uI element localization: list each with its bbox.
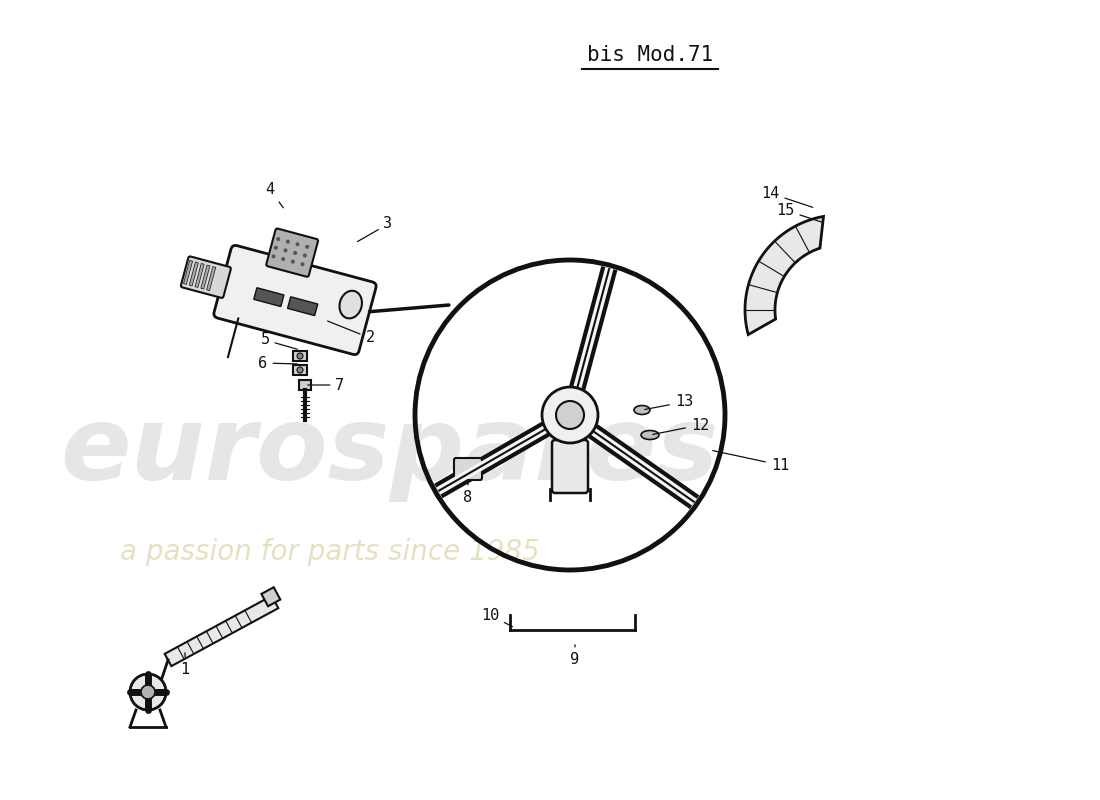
Text: a passion for parts since 1985: a passion for parts since 1985 xyxy=(120,538,540,566)
Circle shape xyxy=(286,240,290,244)
Ellipse shape xyxy=(634,406,650,414)
Circle shape xyxy=(272,254,275,258)
Ellipse shape xyxy=(641,430,659,439)
Circle shape xyxy=(294,251,297,255)
Text: eurospares: eurospares xyxy=(60,401,718,502)
Circle shape xyxy=(300,262,305,266)
Ellipse shape xyxy=(340,290,362,318)
FancyBboxPatch shape xyxy=(552,440,589,493)
Text: 2: 2 xyxy=(328,321,375,346)
Bar xyxy=(195,263,205,287)
Circle shape xyxy=(305,245,309,249)
Text: 13: 13 xyxy=(645,394,693,410)
FancyBboxPatch shape xyxy=(213,246,376,354)
Bar xyxy=(254,288,284,306)
Text: 3: 3 xyxy=(358,217,393,242)
FancyBboxPatch shape xyxy=(454,458,482,480)
Circle shape xyxy=(297,353,302,359)
Text: 6: 6 xyxy=(258,355,297,370)
Bar xyxy=(184,260,192,284)
Text: 15: 15 xyxy=(777,202,823,222)
Circle shape xyxy=(302,254,307,258)
Circle shape xyxy=(274,246,278,250)
Text: bis Mod.71: bis Mod.71 xyxy=(587,45,713,65)
Bar xyxy=(262,587,280,606)
Polygon shape xyxy=(165,596,278,666)
Circle shape xyxy=(276,237,280,241)
Bar xyxy=(293,351,307,361)
Bar xyxy=(287,297,318,316)
Text: 14: 14 xyxy=(761,186,813,207)
FancyBboxPatch shape xyxy=(266,229,318,277)
Text: 5: 5 xyxy=(261,333,297,350)
Circle shape xyxy=(282,257,285,261)
Text: 9: 9 xyxy=(571,645,580,667)
Text: 8: 8 xyxy=(463,481,473,506)
Circle shape xyxy=(290,260,295,264)
Text: 11: 11 xyxy=(713,450,789,473)
Bar xyxy=(201,265,210,289)
Text: 10: 10 xyxy=(481,607,513,626)
Bar xyxy=(293,365,307,375)
Text: 7: 7 xyxy=(308,378,344,393)
Text: 12: 12 xyxy=(652,418,710,434)
Text: 1: 1 xyxy=(180,653,189,678)
Circle shape xyxy=(297,367,302,373)
Circle shape xyxy=(130,674,166,710)
Circle shape xyxy=(556,401,584,429)
FancyBboxPatch shape xyxy=(180,257,231,298)
Circle shape xyxy=(284,248,287,252)
Polygon shape xyxy=(745,217,824,334)
Circle shape xyxy=(296,242,299,246)
Bar xyxy=(299,380,311,390)
Text: 4: 4 xyxy=(265,182,284,208)
Circle shape xyxy=(542,387,598,443)
Circle shape xyxy=(141,685,155,699)
Bar xyxy=(189,262,198,286)
Bar xyxy=(207,266,216,290)
